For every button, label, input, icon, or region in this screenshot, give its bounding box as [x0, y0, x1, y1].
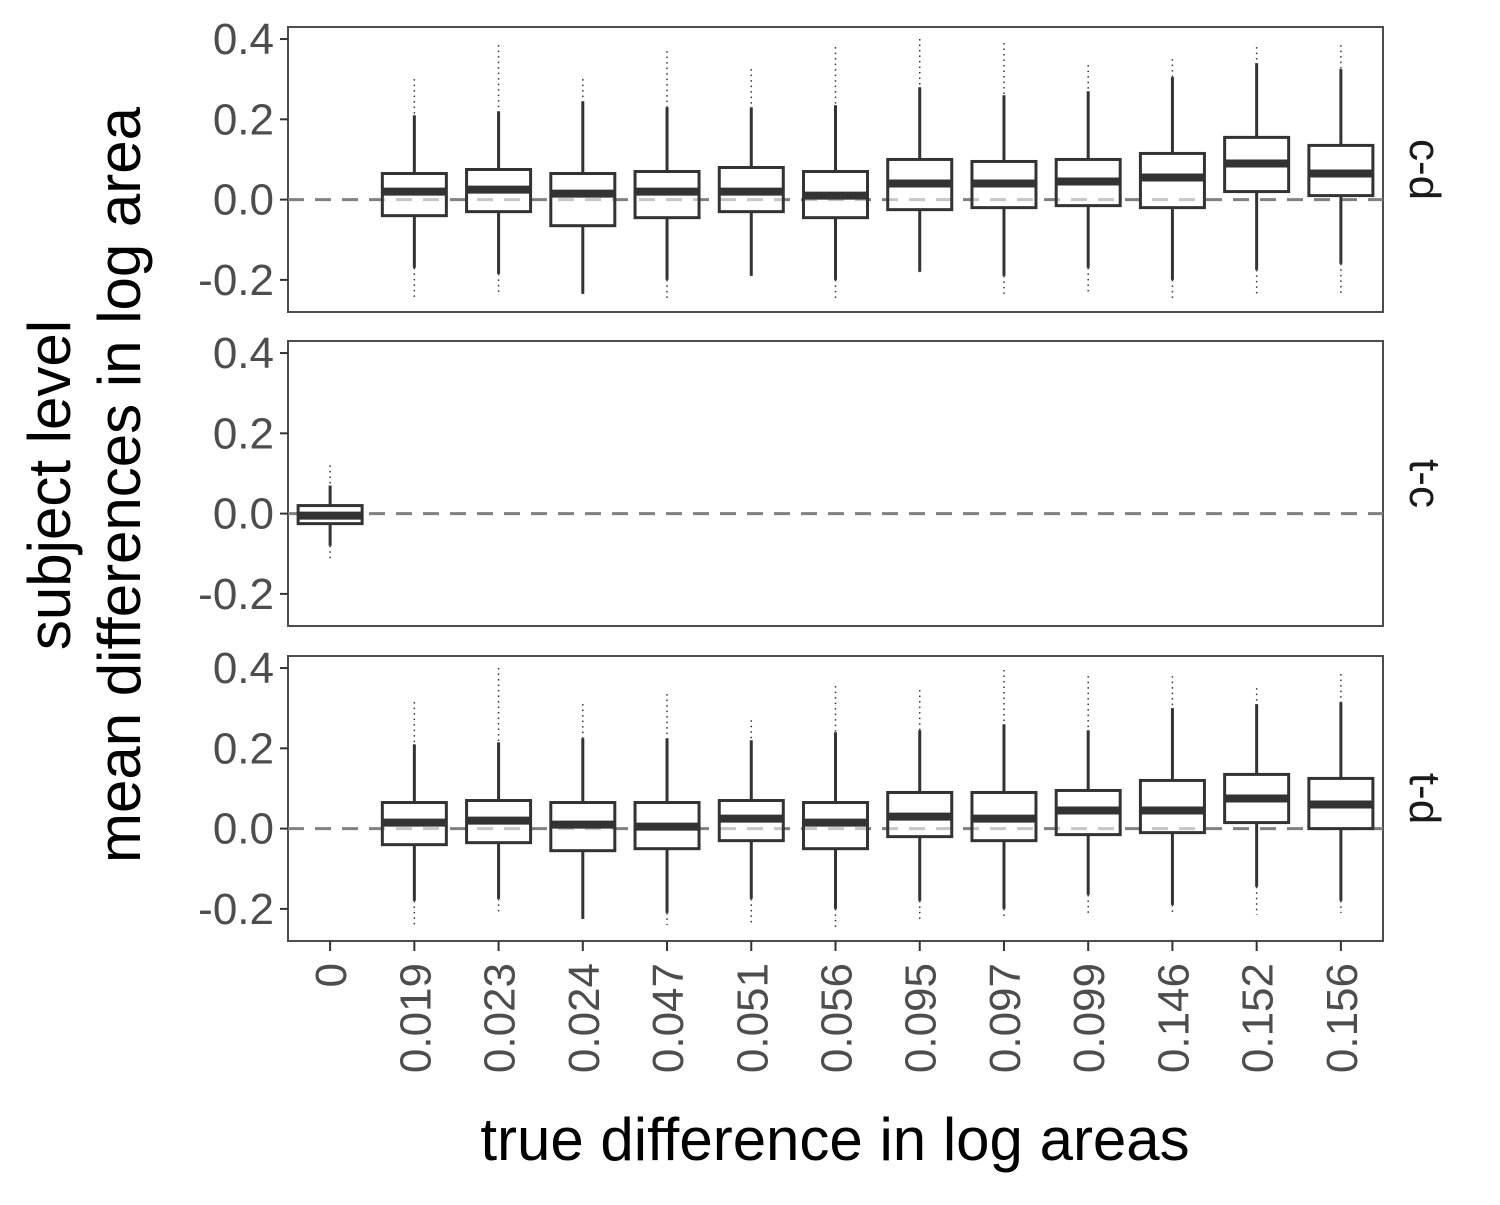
- x-axis-title: true difference in log areas: [480, 1106, 1189, 1173]
- x-tick-label: 0.024: [560, 963, 609, 1073]
- x-tick-label: 0.056: [813, 963, 862, 1073]
- x-axis: 0 0.019 0.023 0.024 0.047 0.051 0.056 0.095 0.09…: [307, 941, 1367, 1073]
- y-tick-label: -0.2: [198, 570, 274, 619]
- x-tick-label: 0.146: [1149, 963, 1198, 1073]
- box-0.146: [1138, 59, 1206, 300]
- box-0.095: [886, 39, 954, 272]
- panel-frame: [287, 340, 1384, 627]
- box-0.051: [717, 720, 785, 923]
- y-tick-label: 0.0: [213, 805, 274, 854]
- y-tick-label: 0.4: [213, 329, 274, 378]
- panel-t-c: 0.4 0.2 0.0 -0.2 t-c: [198, 329, 1449, 627]
- box-0.099: [1054, 65, 1122, 294]
- box-0.056: [801, 47, 870, 298]
- y-axis-title: subject level mean differences in log ar…: [16, 106, 153, 863]
- box-0.056: [801, 686, 870, 927]
- y-tick-label: 0.2: [213, 724, 274, 773]
- box-0.047: [633, 51, 701, 298]
- strip-label: t-d: [1400, 773, 1449, 824]
- box-0.019: [380, 79, 448, 298]
- y-axis-title-line-2: mean differences in log area: [86, 106, 153, 863]
- box-0.024: [549, 79, 617, 294]
- box-0.156: [1307, 674, 1375, 913]
- box-0.156: [1307, 45, 1375, 296]
- y-axis-title-line-1: subject level: [16, 320, 83, 650]
- box-0.097: [970, 670, 1038, 919]
- x-tick-label: 0.019: [391, 963, 440, 1073]
- panels-layer: 0.40.20.0-0.2c-d0.40.20.0-0.2t-c0.40.20.…: [198, 15, 1449, 942]
- y-tick-label: -0.2: [198, 885, 274, 934]
- y-tick-label: 0.4: [213, 644, 274, 693]
- box-0.146: [1138, 676, 1206, 913]
- x-tick-label: 0.152: [1234, 963, 1283, 1073]
- y-tick-label: 0.0: [213, 490, 274, 539]
- box-0.051: [717, 69, 785, 276]
- box-0.047: [633, 694, 701, 925]
- x-tick-label: 0.156: [1318, 963, 1367, 1073]
- box-body: [549, 172, 617, 228]
- box-0.152: [1223, 688, 1291, 915]
- box-0: [296, 465, 364, 560]
- box-body: [1138, 778, 1206, 835]
- box-0.095: [886, 690, 954, 923]
- x-tick-label: 0.051: [728, 963, 777, 1073]
- strip-label: c-d: [1400, 139, 1449, 200]
- x-tick-label: 0.099: [1065, 963, 1114, 1073]
- x-tick-label: 0.047: [644, 963, 693, 1073]
- box-0.024: [549, 704, 617, 919]
- y-tick-label: 0.2: [213, 95, 274, 144]
- x-tick-label: 0.097: [981, 963, 1030, 1073]
- y-tick-label: -0.2: [198, 256, 274, 305]
- x-tick-label: 0.095: [897, 963, 946, 1073]
- panel-c-d: 0.4 0.2 0.0 -0.2 c-d: [198, 15, 1449, 313]
- strip-label: t-c: [1400, 459, 1449, 508]
- y-tick-label: 0.2: [213, 409, 274, 458]
- box-0.099: [1054, 676, 1122, 913]
- y-tick-label: 0.4: [213, 15, 274, 64]
- box-0.023: [465, 45, 533, 296]
- x-tick-label: 0: [307, 963, 356, 987]
- y-tick-label: 0.0: [213, 176, 274, 225]
- box-0.097: [970, 43, 1038, 294]
- box-0.152: [1223, 47, 1291, 294]
- x-tick-label: 0.023: [476, 963, 525, 1073]
- box-0.023: [465, 668, 533, 915]
- box-0.019: [380, 702, 448, 925]
- panel-t-d: 0.4 0.2 0.0 -0.2 t-d: [198, 644, 1449, 942]
